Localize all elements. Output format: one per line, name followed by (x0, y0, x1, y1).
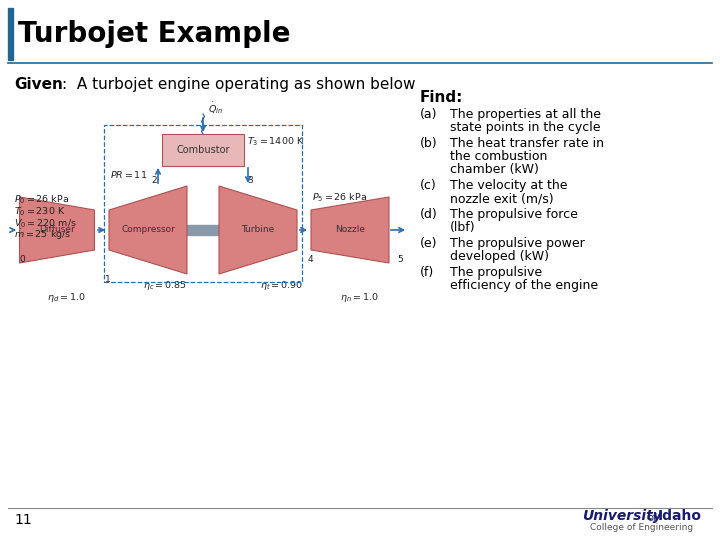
Text: $\eta_c = 0.85$: $\eta_c = 0.85$ (143, 279, 186, 292)
Text: 5: 5 (397, 255, 403, 264)
Polygon shape (19, 197, 94, 263)
Text: $\dot{m} = 25$ kg/s: $\dot{m} = 25$ kg/s (14, 228, 71, 242)
Text: Diffuser: Diffuser (39, 226, 75, 234)
Text: The heat transfer rate in: The heat transfer rate in (450, 137, 604, 150)
Text: (d): (d) (420, 208, 438, 221)
Text: Compressor: Compressor (121, 226, 175, 234)
Text: :  A turbojet engine operating as shown below: : A turbojet engine operating as shown b… (62, 77, 415, 92)
Text: Turbojet Example: Turbojet Example (18, 20, 290, 48)
Text: chamber (kW): chamber (kW) (450, 163, 539, 176)
Text: 2: 2 (151, 176, 157, 185)
Text: (lbf): (lbf) (450, 221, 476, 234)
Text: (a): (a) (420, 108, 438, 121)
Text: The propulsive force: The propulsive force (450, 208, 578, 221)
Text: (c): (c) (420, 179, 437, 192)
Text: (e): (e) (420, 237, 438, 250)
Text: $P_5 = 26$ kPa: $P_5 = 26$ kPa (312, 191, 367, 204)
Text: (f): (f) (420, 266, 434, 279)
Text: The velocity at the: The velocity at the (450, 179, 567, 192)
Bar (187, 225, 219, 235)
Text: 4: 4 (307, 255, 312, 264)
Text: (b): (b) (420, 137, 438, 150)
Text: $\eta_t = 0.90$: $\eta_t = 0.90$ (260, 279, 303, 292)
Text: The propulsive power: The propulsive power (450, 237, 585, 250)
Polygon shape (219, 186, 297, 274)
FancyBboxPatch shape (162, 134, 244, 166)
Text: $T_3 = 1400$ K: $T_3 = 1400$ K (247, 135, 305, 147)
Text: The properties at all the: The properties at all the (450, 108, 601, 121)
Text: $T_0 = 230$ K: $T_0 = 230$ K (14, 205, 66, 218)
Text: 0: 0 (19, 255, 25, 264)
Text: developed (kW): developed (kW) (450, 250, 549, 263)
Text: 1: 1 (105, 275, 111, 284)
Text: 11: 11 (14, 513, 32, 527)
Bar (104, 125, 302, 282)
Text: Find:: Find: (420, 90, 464, 105)
Text: nozzle exit (m/s): nozzle exit (m/s) (450, 192, 554, 205)
Text: Nozzle: Nozzle (335, 226, 365, 234)
Text: efficiency of the engine: efficiency of the engine (450, 279, 598, 292)
Polygon shape (109, 186, 187, 274)
Text: $\eta_d = 1.0$: $\eta_d = 1.0$ (47, 291, 86, 304)
Text: The propulsive: The propulsive (450, 266, 542, 279)
Text: state points in the cycle: state points in the cycle (450, 121, 600, 134)
Text: College of Engineering: College of Engineering (590, 523, 693, 531)
Text: of: of (647, 513, 656, 523)
Text: $P_0 = 26$ kPa: $P_0 = 26$ kPa (14, 193, 69, 206)
Text: University: University (582, 509, 662, 523)
Text: Idaho: Idaho (658, 509, 702, 523)
Text: $V_0 = 220$ m/s: $V_0 = 220$ m/s (14, 217, 77, 230)
Text: $\eta_n = 1.0$: $\eta_n = 1.0$ (340, 291, 379, 304)
Text: Turbine: Turbine (241, 226, 274, 234)
Text: $\dot{Q}_{in}$: $\dot{Q}_{in}$ (208, 100, 223, 116)
Text: the combustion: the combustion (450, 150, 547, 163)
Polygon shape (311, 197, 389, 263)
Text: $PR = 11$: $PR = 11$ (110, 169, 147, 180)
Text: Combustor: Combustor (176, 145, 230, 155)
Text: 3: 3 (247, 176, 253, 185)
Text: Given: Given (14, 77, 63, 92)
Bar (8, 8, 13, 60)
